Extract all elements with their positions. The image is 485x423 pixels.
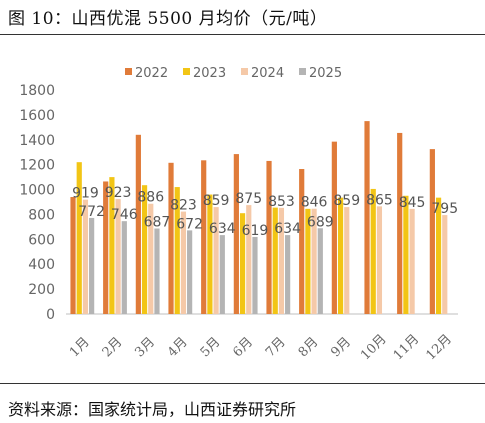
bar-2023-8月 [305,208,311,314]
data-label-2024-8月: 846 [301,195,328,211]
data-label-2025-3月: 687 [144,215,171,231]
bar-2022-6月 [233,154,239,314]
x-tick-label: 10月 [358,332,389,363]
x-tick-label: 11月 [391,332,422,363]
bar-2023-9月 [337,197,344,314]
bar-2024-4月 [180,211,187,314]
bar-2023-12月 [435,197,442,314]
data-label-2024-9月: 859 [333,193,360,209]
bar-2023-10月 [370,188,376,314]
legend-label-2025: 2025 [309,66,342,81]
data-label-2024-1月: 919 [72,186,99,202]
bar-2025-3月 [154,228,160,314]
y-tick-label: 1600 [19,108,55,124]
bar-2024-10月 [376,206,383,314]
bar-2024-9月 [344,207,350,314]
bar-2023-11月 [403,195,409,314]
y-tick-label: 0 [46,307,55,323]
x-tick-label: 12月 [423,332,454,363]
bar-2022-3月 [135,134,141,314]
data-label-2024-5月: 859 [203,193,230,209]
bar-2024-7月 [278,207,285,314]
data-label-2024-11月: 845 [399,195,426,211]
y-tick-label: 1200 [19,158,55,174]
bar-2024-5月 [213,207,219,314]
source-note: 资料来源：国家统计局，山西证券研究所 [8,400,297,419]
bar-2022-11月 [397,132,403,314]
legend-swatch-2024 [241,68,248,75]
data-label-2024-2月: 923 [105,185,132,201]
bar-2024-8月 [311,208,317,314]
x-tick-label: 9月 [328,335,354,361]
y-tick-label: 400 [28,257,55,273]
bar-2022-12月 [429,149,435,314]
y-tick-label: 1000 [19,183,55,199]
legend-swatch-2023 [183,68,190,75]
x-tick-label: 1月 [67,335,93,361]
bar-2024-6月 [246,205,252,314]
legend-label-2022: 2022 [135,66,168,81]
bar-2022-4月 [168,162,174,314]
bar-2024-2月 [115,199,121,314]
legend-label-2023: 2023 [193,66,226,81]
x-tick-label: 5月 [198,335,224,361]
data-label-2025-4月: 672 [176,216,203,232]
data-label-2025-5月: 634 [209,221,236,237]
data-label-2024-3月: 886 [137,190,164,206]
legend-label-2024: 2024 [251,66,284,81]
bar-2023-5月 [207,194,213,314]
data-label-2024-7月: 853 [268,194,295,210]
bar-2024-3月 [148,203,154,314]
bar-2024-11月 [409,208,415,314]
data-label-2025-7月: 634 [274,221,301,237]
bar-2022-8月 [299,169,305,314]
y-tick-label: 800 [28,207,55,223]
bar-2022-1月 [70,197,76,314]
x-tick-label: 4月 [165,335,191,361]
data-label-2025-8月: 689 [307,214,334,230]
bar-2023-6月 [239,213,246,314]
legend-swatch-2025 [299,68,306,75]
x-tick-label: 3月 [132,335,158,361]
bar-2025-8月 [317,228,323,314]
x-tick-label: 7月 [263,335,289,361]
bar-2023-1月 [76,162,82,314]
figure-title: 图 10：山西优混 5500 月均价（元/吨） [8,9,328,29]
bar-2025-1月 [89,217,95,314]
bar-2025-4月 [187,230,193,314]
y-tick-label: 600 [28,232,55,248]
data-label-2024-6月: 875 [235,191,262,207]
bar-2023-2月 [109,177,115,314]
bar-2025-7月 [285,235,291,314]
bar-2025-5月 [219,235,225,314]
bar-2024-1月 [82,199,89,314]
data-label-2024-10月: 865 [366,192,393,208]
data-label-2025-6月: 619 [242,223,269,239]
x-tick-label: 2月 [100,335,126,361]
x-tick-label: 8月 [296,335,322,361]
bar-2023-4月 [174,187,180,314]
bottom-rule [0,383,485,384]
data-label-2024-12月: 795 [431,201,458,217]
bar-2025-2月 [121,221,127,314]
y-tick-label: 1400 [19,133,55,149]
bar-2022-7月 [266,160,272,314]
bar-2022-5月 [201,160,207,314]
y-tick-label: 200 [28,282,55,298]
bar-2022-10月 [364,121,370,314]
data-label-2025-2月: 746 [111,207,138,223]
bar-2022-9月 [331,141,337,314]
bar-2024-12月 [442,215,448,314]
bar-2023-3月 [141,185,148,314]
y-tick-label: 1800 [19,83,55,99]
top-rule [0,34,485,35]
bar-2023-7月 [272,207,278,314]
legend-swatch-2022 [125,68,132,75]
data-label-2025-1月: 772 [78,204,105,220]
data-label-2024-4月: 823 [170,198,197,214]
x-tick-label: 6月 [230,335,256,361]
bar-2025-6月 [252,236,258,314]
bar-2022-2月 [103,181,109,314]
